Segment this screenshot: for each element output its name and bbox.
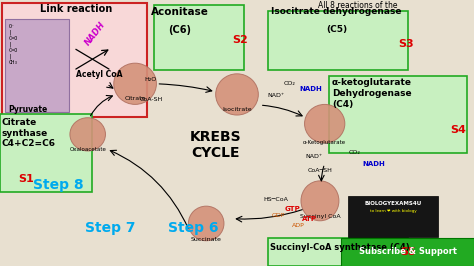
Text: CO₂: CO₂	[283, 81, 295, 86]
FancyBboxPatch shape	[268, 11, 408, 70]
Text: All 8 reactions of the: All 8 reactions of the	[318, 1, 398, 10]
Text: NAD⁺: NAD⁺	[306, 155, 323, 159]
FancyBboxPatch shape	[348, 196, 438, 237]
Ellipse shape	[301, 181, 339, 221]
Text: Succinyl CoA: Succinyl CoA	[300, 214, 340, 219]
Text: CoA-SH: CoA-SH	[140, 97, 163, 102]
Text: GTP: GTP	[284, 206, 300, 212]
Ellipse shape	[188, 206, 224, 241]
Text: (C6): (C6)	[169, 25, 191, 35]
Text: Isocitrate dehydrogenase: Isocitrate dehydrogenase	[271, 7, 402, 16]
Text: O⁻
|
C=O
|
C=O
|
CH₃: O⁻ | C=O | C=O | CH₃	[9, 24, 18, 65]
Text: Aconitase: Aconitase	[151, 7, 209, 17]
Text: NADH: NADH	[83, 20, 107, 47]
Text: CO₂: CO₂	[348, 151, 360, 155]
Text: Step 6: Step 6	[168, 221, 219, 235]
Ellipse shape	[304, 105, 345, 143]
Text: HS─CoA: HS─CoA	[263, 197, 288, 202]
Ellipse shape	[114, 63, 156, 105]
Ellipse shape	[70, 118, 105, 151]
Text: KREBS
CYCLE: KREBS CYCLE	[190, 130, 241, 160]
Text: H₂O: H₂O	[145, 77, 157, 82]
Text: CoA─SH: CoA─SH	[307, 168, 332, 173]
Text: S3: S3	[398, 39, 414, 49]
Text: Acetyl CoA: Acetyl CoA	[76, 70, 122, 80]
FancyBboxPatch shape	[154, 5, 244, 70]
Text: α-ketoglutarate: α-ketoglutarate	[332, 78, 412, 88]
FancyBboxPatch shape	[0, 114, 92, 192]
Text: S1: S1	[18, 173, 34, 184]
FancyBboxPatch shape	[5, 19, 69, 112]
Text: GDP: GDP	[271, 213, 284, 218]
Text: S2: S2	[232, 35, 248, 45]
Text: (C5): (C5)	[326, 25, 347, 34]
FancyBboxPatch shape	[268, 238, 408, 266]
Text: Citrate
synthase
C4+C2=C6: Citrate synthase C4+C2=C6	[2, 118, 56, 148]
Text: ADP: ADP	[292, 223, 304, 228]
Text: Subscribe & Support: Subscribe & Support	[359, 247, 456, 256]
Text: α-Ketoglutarate: α-Ketoglutarate	[303, 140, 346, 145]
Text: S4: S4	[450, 125, 466, 135]
FancyBboxPatch shape	[341, 238, 474, 266]
Text: Dehydrogenase: Dehydrogenase	[332, 89, 411, 98]
Text: (C4): (C4)	[332, 100, 353, 109]
Text: NADH: NADH	[363, 161, 385, 167]
Ellipse shape	[216, 74, 258, 115]
Text: Pyruvate: Pyruvate	[9, 105, 48, 114]
Text: to learn ❤ with biology: to learn ❤ with biology	[370, 209, 417, 213]
Text: Isocitrate: Isocitrate	[222, 107, 252, 112]
Text: Succinate: Succinate	[191, 237, 222, 242]
Text: Citrate: Citrate	[125, 96, 146, 101]
Text: Link reaction: Link reaction	[40, 4, 112, 14]
Text: Oxaloacetate: Oxaloacetate	[69, 147, 106, 152]
Text: Step 8: Step 8	[33, 177, 84, 192]
FancyBboxPatch shape	[329, 76, 467, 153]
FancyBboxPatch shape	[2, 3, 147, 117]
Text: Step 7: Step 7	[85, 221, 136, 235]
Text: NADH: NADH	[300, 86, 322, 92]
Text: ATP: ATP	[302, 217, 318, 222]
Text: NAD⁺: NAD⁺	[268, 93, 285, 98]
Text: Succinyl-CoA synthetase (C4): Succinyl-CoA synthetase (C4)	[270, 243, 410, 252]
Text: S5: S5	[401, 247, 416, 257]
Text: BIOLOGYEXAMS4U: BIOLOGYEXAMS4U	[365, 201, 422, 206]
